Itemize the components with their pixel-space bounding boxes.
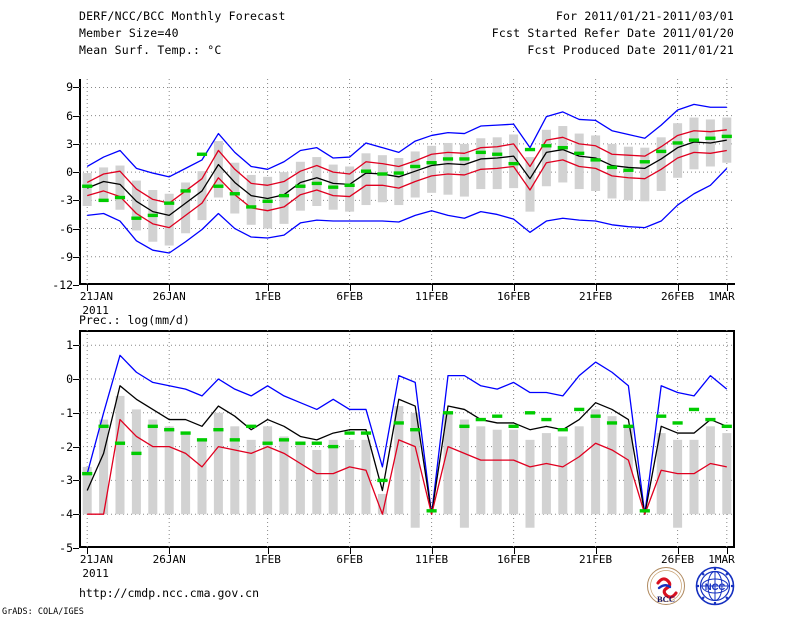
x-tick-label: 26JAN (152, 553, 186, 566)
y-tick (73, 285, 79, 286)
x-tick (595, 285, 597, 291)
x-tick (595, 548, 597, 554)
x-tick (677, 285, 679, 291)
forecast-period-label: For 2011/01/21-2011/03/01 (555, 9, 734, 23)
svg-text:NCC: NCC (705, 582, 726, 593)
temperature-plot-area (79, 79, 735, 285)
precipitation-plot-area (79, 330, 735, 548)
y-tick-label: 3 (66, 136, 73, 151)
y-tick (73, 87, 79, 89)
x-tick-label: 21FEB (579, 290, 613, 303)
x-tick (677, 548, 679, 554)
y-tick-label: -9 (59, 249, 73, 264)
x-tick-label: 26FEB (661, 553, 695, 566)
y-tick (73, 379, 79, 380)
x-tick-label: 1FEB (254, 553, 281, 566)
y-tick-label: 0 (66, 372, 73, 386)
x-tick-label: 11FEB (415, 553, 449, 566)
y-tick-label: 0 (66, 165, 73, 180)
x-tick-label: 26JAN (152, 290, 186, 303)
x-tick-label: 26FEB (661, 290, 695, 303)
x-tick (349, 548, 351, 554)
y-tick (73, 200, 79, 202)
grads-credit: GrADS: COLA/IGES (2, 607, 84, 617)
x-tick (513, 285, 515, 291)
precipitation-chart-panel: 1 0 -1 -2 -3 -4 -5 21JAN 2011 26JAN 1FEB 6FEB 11FEB 1… (59, 330, 735, 580)
y-tick (73, 345, 79, 347)
x-tick-label: 16FEB (497, 290, 531, 303)
bcc-logo: BCC (647, 567, 685, 605)
y-tick (73, 446, 79, 448)
y-tick-label: -12 (52, 278, 73, 292)
x-tick (267, 548, 269, 554)
temperature-chart-panel: 9 6 3 0 -3 -6 -9 -12 21JAN 2011 26JAN 1FEB 6FEB 11FEB… (52, 79, 735, 317)
x-tick (513, 548, 515, 554)
x-tick-label: 1FEB (254, 290, 281, 303)
x-tick-label: 16FEB (497, 553, 531, 566)
y-tick (73, 480, 79, 482)
x-tick-label: 6FEB (336, 290, 363, 303)
x-tick-label: 11FEB (415, 290, 449, 303)
forecast-produced-date-label: Fcst Produced Date 2011/01/21 (527, 43, 734, 57)
x-tick (169, 285, 171, 291)
y-tick (73, 514, 79, 516)
y-tick-label: -5 (59, 541, 73, 555)
ncc-logo: NCC (695, 566, 735, 606)
temperature-axis-frame (79, 79, 735, 285)
x-tick (431, 285, 433, 291)
x-tick-label: 6FEB (336, 553, 363, 566)
y-tick (73, 143, 79, 145)
variable-label: Mean Surf. Temp.: °C (79, 43, 222, 57)
x-tick (431, 548, 433, 554)
x-tick (169, 548, 171, 554)
forecast-title: DERF/NCC/BCC Monthly Forecast (79, 9, 286, 23)
x-tick (726, 548, 728, 554)
agency-logos: BCC NCC (645, 566, 745, 608)
member-size-label: Member Size=40 (79, 26, 179, 40)
y-tick-label: -4 (59, 507, 73, 522)
x-tick (87, 548, 89, 554)
x-tick-label: 21JAN (79, 553, 114, 566)
y-tick-label: -6 (59, 221, 73, 236)
x-tick (349, 285, 351, 291)
svg-text:BCC: BCC (657, 594, 675, 604)
x-tick (726, 285, 728, 291)
x-tick-label: 21FEB (579, 553, 613, 566)
y-tick (73, 412, 79, 414)
y-tick (73, 228, 79, 230)
y-tick-label: -1 (59, 405, 73, 420)
x-axis-year-label: 2011 (82, 567, 109, 580)
y-tick (73, 548, 79, 549)
x-tick-label: 1MAR (708, 290, 735, 303)
x-tick-label: 21JAN (79, 290, 114, 303)
x-tick (267, 285, 269, 291)
y-tick-label: -3 (59, 473, 73, 488)
x-axis-year-label: 2011 (82, 304, 109, 317)
y-tick-label: -3 (59, 193, 73, 208)
y-tick-label: 6 (66, 108, 73, 123)
precipitation-axis-frame (79, 330, 735, 548)
y-tick-label: 9 (66, 80, 73, 95)
forecast-start-date-label: Fcst Started Refer Date 2011/01/20 (491, 26, 734, 40)
y-tick (73, 115, 79, 117)
precipitation-axis-title: Prec.: log(mm/d) (79, 313, 190, 327)
y-tick-label: 1 (66, 338, 73, 353)
y-tick (73, 172, 79, 174)
x-tick-label: 1MAR (708, 553, 735, 566)
x-tick (87, 285, 89, 291)
y-tick-label: -2 (59, 439, 73, 454)
y-tick (73, 256, 79, 258)
source-url[interactable]: http://cmdp.ncc.cma.gov.cn (79, 586, 260, 600)
